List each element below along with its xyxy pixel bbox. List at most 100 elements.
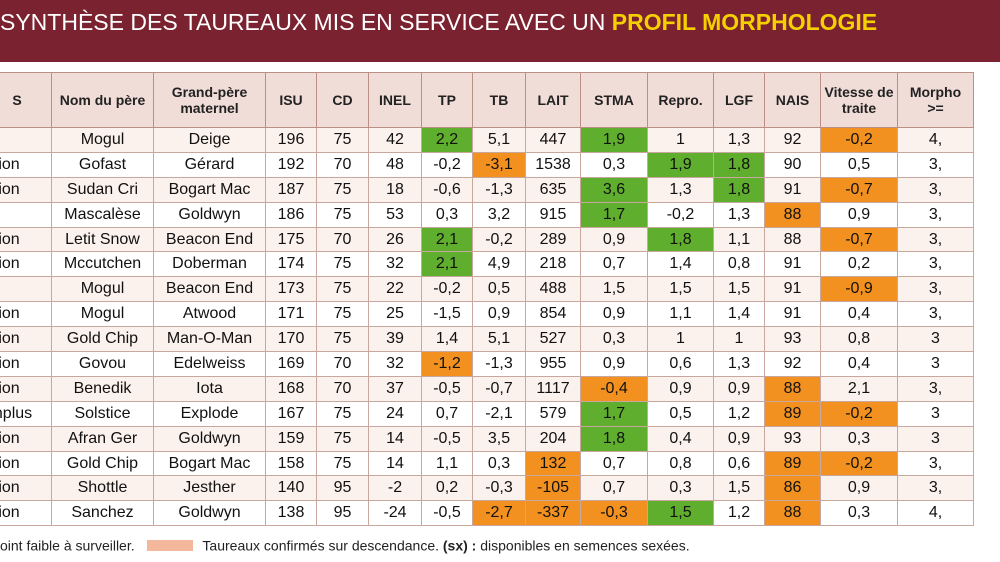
table-cell: 1,5 — [647, 500, 714, 527]
table-cell: 14 — [368, 425, 422, 452]
table-cell: 3 — [897, 351, 974, 377]
table-cell: -0,2 — [421, 276, 473, 303]
table-cell: 0,7 — [421, 400, 473, 427]
table-cell: 2,1 — [421, 251, 473, 278]
table-cell: 70 — [316, 375, 369, 402]
table-cell: 3, — [897, 276, 974, 303]
table-cell: 89 — [764, 450, 821, 477]
table-cell: 39 — [368, 326, 422, 353]
table-cell: 1,9 — [580, 127, 648, 153]
table-cell: 2,1 — [820, 375, 898, 402]
table-cell: -0,5 — [421, 375, 473, 402]
table-cell: 1,2 — [713, 500, 765, 527]
table-cell: 289 — [525, 226, 581, 253]
table-cell: Sudan Cri — [51, 176, 154, 203]
table-row: utionAfran GerGoldwyn1597514-0,53,52041,… — [0, 425, 974, 452]
table-cell: 42 — [368, 127, 422, 153]
table-cell: 88 — [764, 226, 821, 253]
table-cell: Gold Chip — [51, 450, 154, 477]
table-cell: 218 — [525, 251, 581, 278]
table-cell: 1,5 — [647, 276, 714, 303]
table-cell: Bogart Mac — [153, 176, 266, 203]
table-cell: -0,2 — [421, 151, 473, 178]
title-bar: SYNTHÈSE DES TAUREAUX MIS EN SERVICE AVE… — [0, 0, 1000, 62]
table-cell: 3, — [897, 375, 974, 402]
table-cell: 159 — [265, 425, 317, 452]
column-header: ISU — [265, 72, 317, 128]
table-cell: 48 — [368, 151, 422, 178]
table-cell: 0,7 — [580, 251, 648, 278]
column-header: NAIS — [764, 72, 821, 128]
column-header: LGF — [713, 72, 765, 128]
table-cell: -0,6 — [421, 176, 473, 203]
table-cell: -0,2 — [820, 450, 898, 477]
table-row: utionShottleJesther14095-20,2-0,3-1050,7… — [0, 475, 974, 502]
table-cell: 75 — [316, 276, 369, 303]
table-cell: 0,5 — [647, 400, 714, 427]
table-cell: 0,9 — [713, 375, 765, 402]
table-cell: 92 — [764, 351, 821, 377]
table-cell: 3, — [897, 475, 974, 502]
table-cell: 0,4 — [820, 351, 898, 377]
column-header: INEL — [368, 72, 422, 128]
table-cell: -1,3 — [472, 176, 526, 203]
table-cell: ution — [0, 176, 52, 203]
table-row: DMogulBeacon End1737522-0,20,54881,51,51… — [0, 276, 974, 303]
column-header: S — [0, 72, 52, 128]
table-cell: 89 — [764, 400, 821, 427]
table-cell: 91 — [764, 176, 821, 203]
table-cell: 3, — [897, 176, 974, 203]
table-cell: 0,7 — [580, 450, 648, 477]
table-cell: 70 — [316, 226, 369, 253]
table-cell: 88 — [764, 201, 821, 228]
table-cell: Gofast — [51, 151, 154, 178]
table-row: utionSanchezGoldwyn13895-24-0,5-2,7-337-… — [0, 500, 974, 527]
table-cell: -0,7 — [472, 375, 526, 402]
table-cell: ution — [0, 151, 52, 178]
table-cell: 173 — [265, 276, 317, 303]
table-cell: 5,1 — [472, 127, 526, 153]
legend-sx-text: disponibles en semences sexées. — [480, 537, 690, 554]
table-cell: 488 — [525, 276, 581, 303]
table-cell: 4, — [897, 500, 974, 527]
column-header: Repro. — [647, 72, 714, 128]
table-cell: Goldwyn — [153, 500, 266, 527]
table-cell: 447 — [525, 127, 581, 153]
table-row: utionMccutchenDoberman17475322,14,92180,… — [0, 251, 974, 278]
table-cell: 70 — [316, 351, 369, 377]
table-cell: Mogul — [51, 301, 154, 328]
table-cell: ution — [0, 301, 52, 328]
table-cell: 1,4 — [713, 301, 765, 328]
table-cell: ution — [0, 500, 52, 527]
table-cell: 3, — [897, 226, 974, 253]
table-cell: 1,5 — [713, 276, 765, 303]
column-header: TB — [472, 72, 526, 128]
table-cell: 75 — [316, 400, 369, 427]
table-header-row: S Nom du père Grand-père maternel ISU CD INEL… — [0, 72, 974, 128]
table-cell: 91 — [764, 251, 821, 278]
table-cell: 0,2 — [820, 251, 898, 278]
table-cell: 1 — [647, 326, 714, 353]
table-cell: 75 — [316, 326, 369, 353]
table-cell: 75 — [316, 450, 369, 477]
table-cell: 0,4 — [647, 425, 714, 452]
table-cell: 0,5 — [820, 151, 898, 178]
table-cell: 3, — [897, 201, 974, 228]
table-cell: 192 — [265, 151, 317, 178]
table-cell: 0,3 — [647, 475, 714, 502]
table-cell: 0,9 — [472, 301, 526, 328]
table-cell: 3, — [897, 251, 974, 278]
table-cell: -0,2 — [820, 127, 898, 153]
table-cell: Govou — [51, 351, 154, 377]
table-cell: 0,8 — [647, 450, 714, 477]
table-cell: 167 — [265, 400, 317, 427]
table-cell: -0,5 — [421, 425, 473, 452]
table-cell: 75 — [316, 301, 369, 328]
table-cell: 3, — [897, 301, 974, 328]
table-cell: 1,3 — [713, 127, 765, 153]
table-cell: Jesther — [153, 475, 266, 502]
table-cell: -1,5 — [421, 301, 473, 328]
table-cell: 168 — [265, 375, 317, 402]
